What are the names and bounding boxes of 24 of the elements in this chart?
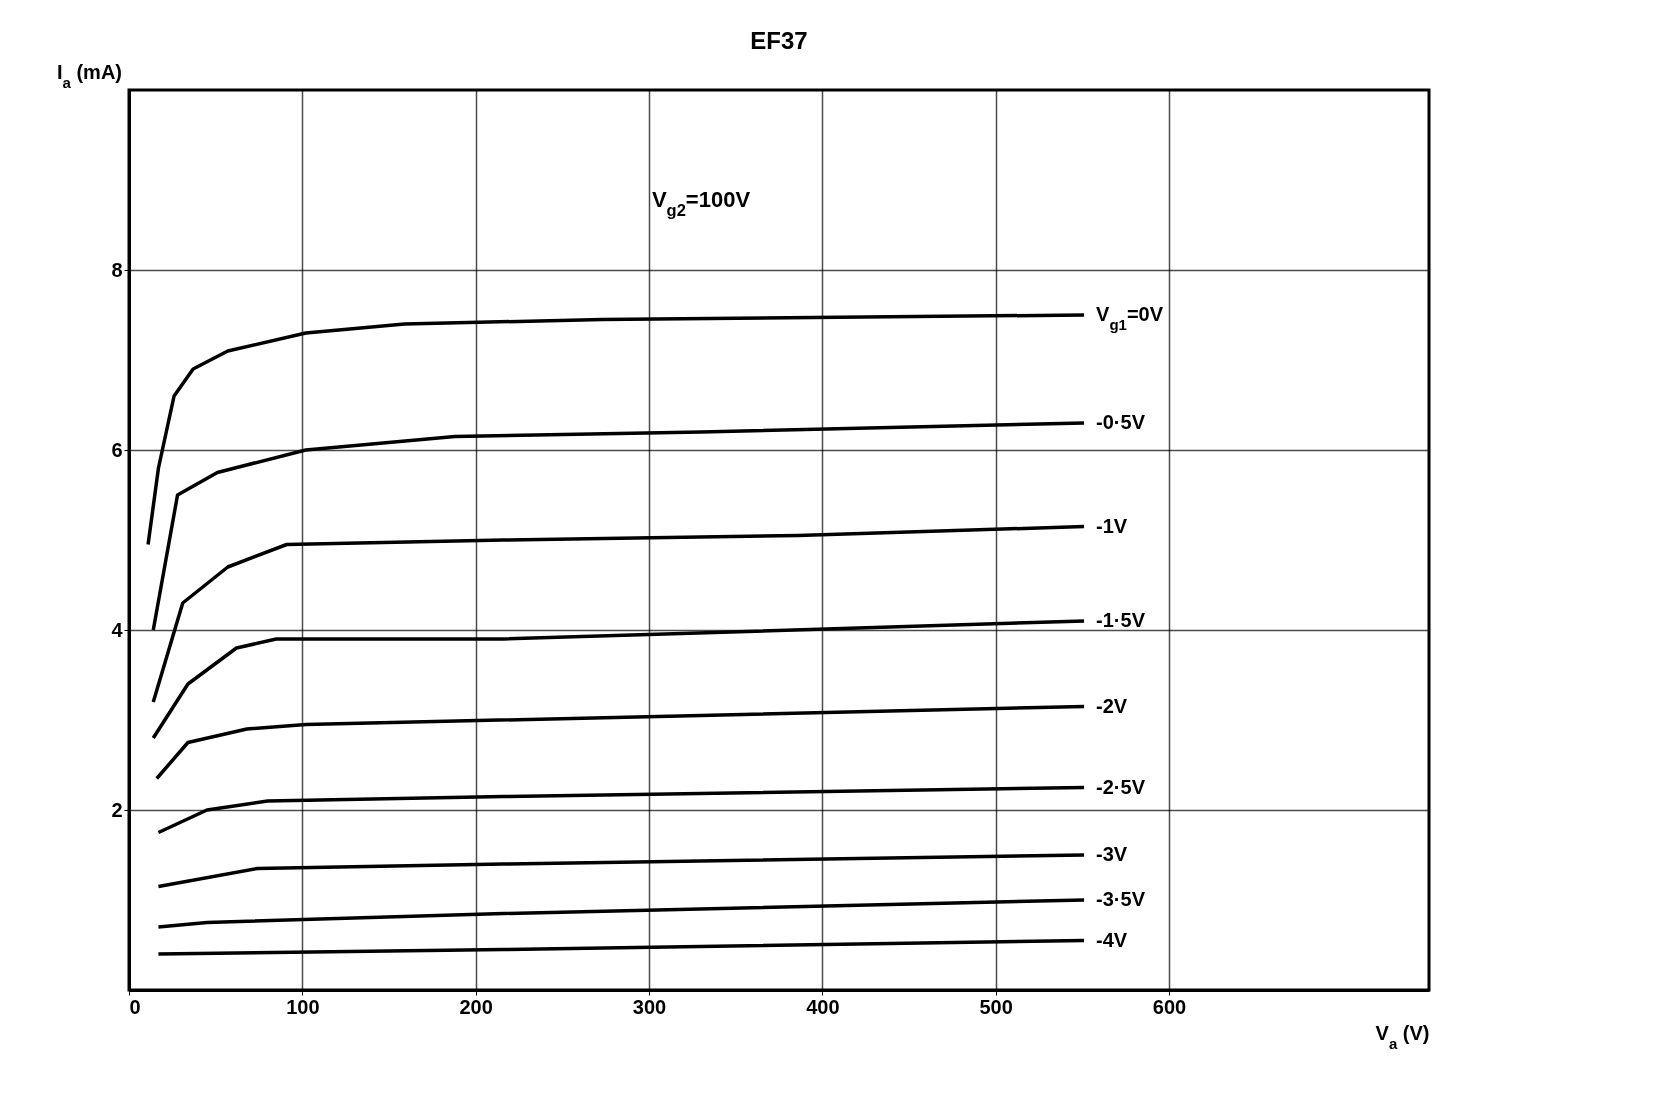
x-tick-label: 600 bbox=[1152, 995, 1187, 1018]
x-tick-label: 400 bbox=[806, 995, 840, 1018]
y-tick-label: 6 bbox=[111, 438, 123, 461]
x-tick-label: 100 bbox=[286, 995, 320, 1018]
series-label: -0·5V bbox=[1096, 411, 1146, 433]
x-axis-title: V$_{a}$ (V) bbox=[1375, 1021, 1430, 1051]
chart-title: EF37 bbox=[750, 27, 808, 54]
y-tick-label: 8 bbox=[111, 258, 123, 281]
series-label: -2V bbox=[1096, 694, 1128, 717]
series-label: -2·5V bbox=[1096, 775, 1146, 798]
x-tick-label: 0 bbox=[129, 995, 141, 1018]
x-tick-label: 500 bbox=[979, 995, 1013, 1018]
series-label: -3·5V bbox=[1096, 888, 1146, 910]
series-label: -1V bbox=[1096, 514, 1128, 537]
series-label: V$_{g1}$=0V bbox=[1096, 303, 1164, 333]
series-label: -4V bbox=[1096, 928, 1128, 951]
y-tick-label: 2 bbox=[111, 798, 123, 821]
y-axis-title: I$_{a}$ (mA) bbox=[56, 60, 123, 90]
series-label: -1·5V bbox=[1096, 609, 1146, 631]
series-label: -3V bbox=[1096, 843, 1128, 865]
x-tick-label: 200 bbox=[459, 995, 493, 1018]
annotation: V$_{g2}$=100V bbox=[651, 187, 751, 219]
y-tick-label: 4 bbox=[111, 618, 124, 641]
x-tick-label: 300 bbox=[632, 995, 667, 1018]
